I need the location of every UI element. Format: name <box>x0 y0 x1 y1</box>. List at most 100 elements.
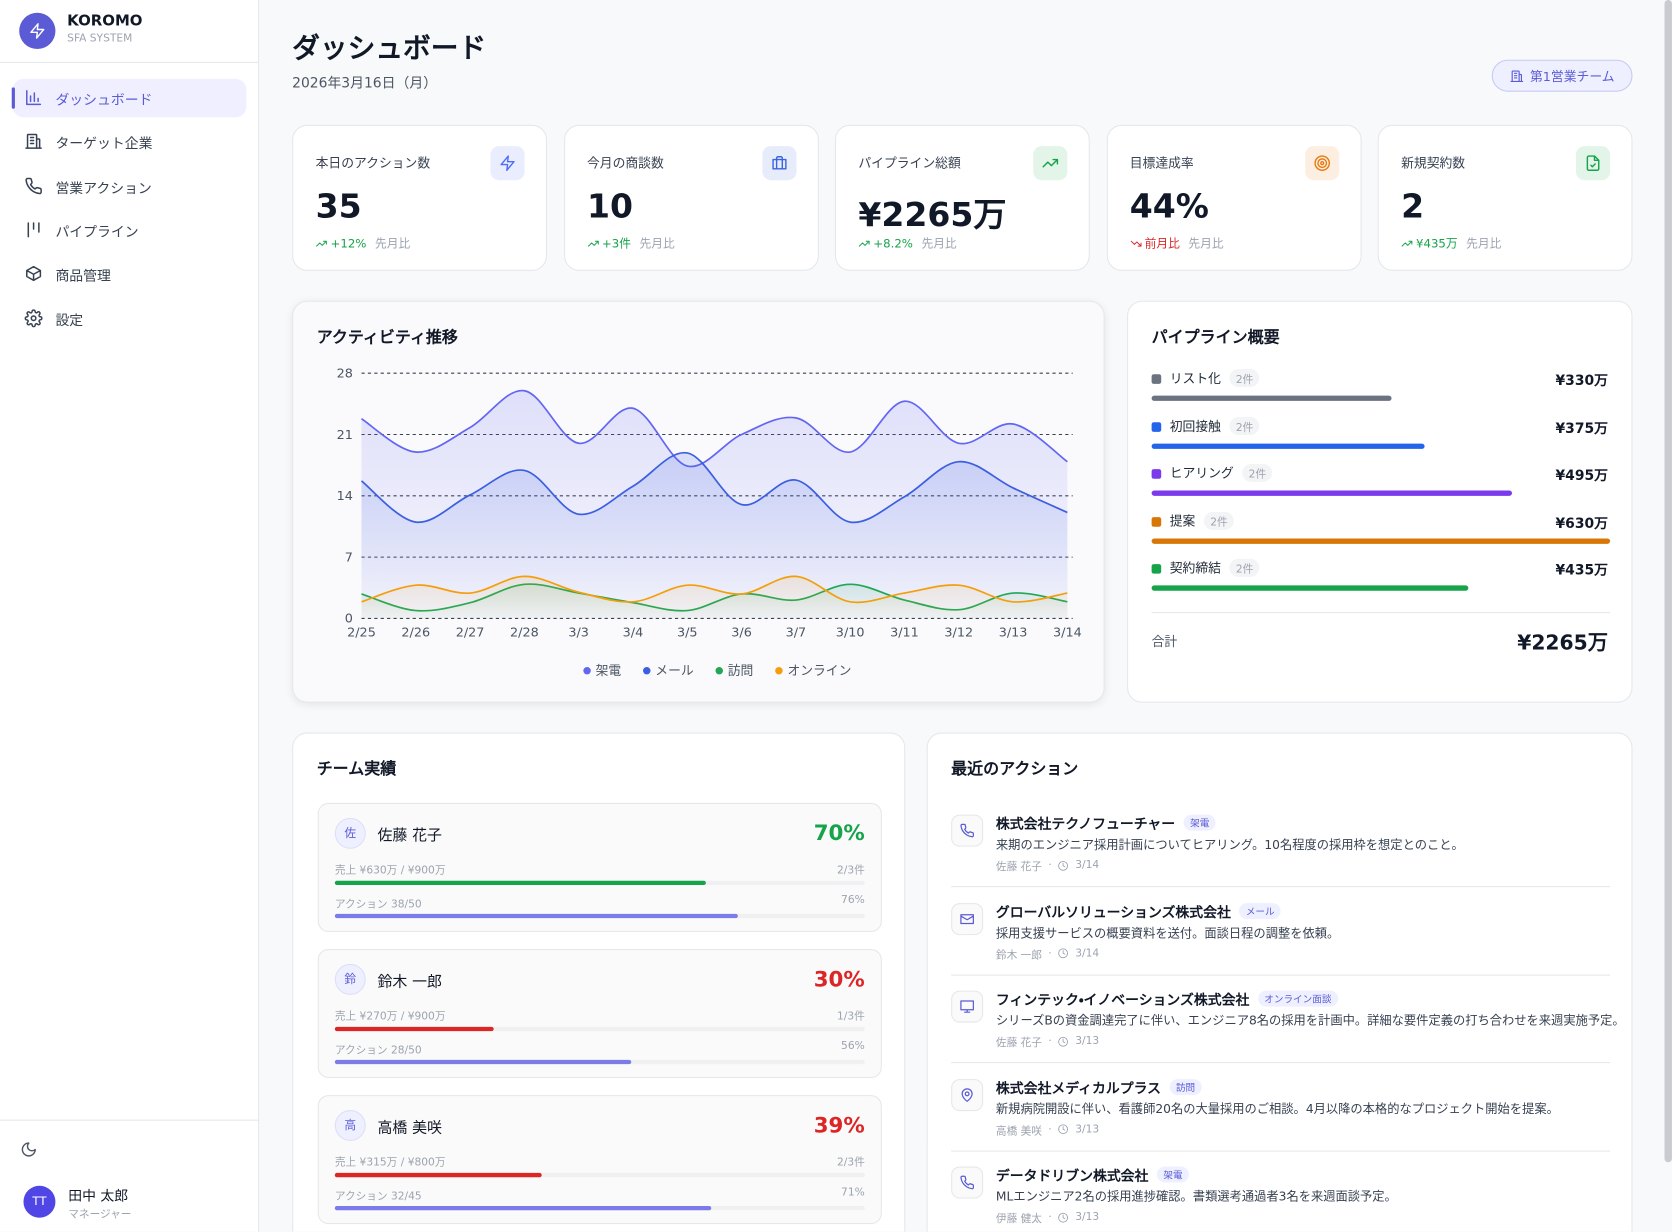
line <box>361 389 1068 468</box>
x-tick-label: 3/10 <box>836 626 865 641</box>
scrollbar[interactable] <box>1664 0 1672 1163</box>
nav-item[interactable]: ターゲット企業 <box>13 123 247 161</box>
icon-path <box>1510 69 1524 82</box>
stage-count: 2件 <box>1242 464 1273 483</box>
icon-path <box>1058 1212 1069 1223</box>
team-label: 第1営業チーム <box>1529 68 1615 84</box>
kpi-card: 本日のアクション数 35 +12% 先月比 <box>292 124 548 271</box>
nav-label: 商品管理 <box>55 268 111 285</box>
nav-item[interactable]: ダッシュボード <box>11 78 247 118</box>
kpi-value: 2 <box>1401 187 1425 227</box>
stage-count: 2件 <box>1229 416 1260 435</box>
chart-title: アクティビティ推移 <box>316 327 458 347</box>
action-icon <box>951 1166 984 1199</box>
kpi-label: 目標達成率 <box>1129 155 1194 171</box>
theme-toggle[interactable] <box>20 1141 39 1160</box>
action-bar <box>334 1059 632 1065</box>
icon-path <box>771 156 787 170</box>
nav-item[interactable]: 営業アクション <box>13 167 247 205</box>
action-company: 株式会社メディカルプラス <box>995 1080 1162 1097</box>
icon <box>1042 158 1059 168</box>
member-card: 佐佐藤 花子 70% 売上 ¥630万 / ¥900万 2/3件 アクション 38/50… <box>317 802 882 932</box>
pipeline-card: パイプライン概要 リスト化 2件 ¥330万 初回接触 2件 ¥375万 ヒアリング 2件 ¥4… <box>1127 300 1633 703</box>
icon-path <box>27 222 40 238</box>
sales-bar <box>334 1172 542 1178</box>
stage-count: 2件 <box>1229 559 1260 578</box>
member-actions: アクション 32/45 <box>334 1191 422 1203</box>
action-icon <box>951 814 984 847</box>
icon-path <box>858 240 870 247</box>
divider <box>0 61 260 63</box>
meta-sep: · <box>1048 859 1052 872</box>
action-text: MLエンジニア2名の採用進捗確認。書類選考通過者3名を来週面談予定。 <box>995 1188 1397 1204</box>
action-meta: 佐藤 花子 · 3/13 <box>996 1033 1099 1049</box>
kpi-change-row: ¥435万 先月比 <box>1401 235 1501 252</box>
kpi-value: 44% <box>1129 187 1209 227</box>
kpi-change-row: +12% 先月比 <box>316 235 411 252</box>
stage-row: リスト化 2件 <box>1170 368 1260 388</box>
icon <box>960 823 974 838</box>
icon-path <box>587 240 599 247</box>
stage-count: 2件 <box>1229 368 1260 388</box>
kpi-value: 10 <box>586 187 633 227</box>
stage-dot <box>1151 516 1162 527</box>
member-sales: 売上 ¥270万 / ¥900万 <box>334 1010 446 1023</box>
action-text: シリーズBの資金調達完了に伴い、エンジニア8名の採用を計画中。詳細な要件定義の打… <box>995 1012 1625 1028</box>
chart-card: アクティビティ推移 0 7 14 21 28 2/25 2/26 2/27 2/28 3/3 3/4… <box>292 300 1105 703</box>
kpi-label: 新規契約数 <box>1401 155 1466 171</box>
action-date: 3/13 <box>1075 1123 1100 1136</box>
x-tick-label: 2/26 <box>401 626 430 641</box>
action-person: 佐藤 花子 <box>995 1037 1042 1050</box>
kpi-change-row: 前月比 先月比 <box>1130 235 1224 252</box>
kpi-card: 今月の商談数 10 +3件 先月比 <box>563 124 819 271</box>
nav-label: 設定 <box>55 312 84 329</box>
action-head: グローバルソリューションズ株式会社 メール <box>996 900 1282 921</box>
nav-item[interactable]: 設定 <box>13 299 247 337</box>
stage-dot <box>1151 469 1162 479</box>
divider <box>951 974 1611 976</box>
member-avatar: 高 <box>334 1110 366 1141</box>
icon-path <box>960 913 974 924</box>
meta-sep: · <box>1048 947 1052 960</box>
member-actions: アクション 38/50 <box>334 898 422 911</box>
action-date: 3/13 <box>1075 1211 1100 1224</box>
kpi-icon <box>1033 146 1068 181</box>
member-rate: 70% <box>813 819 865 846</box>
kpi-icon <box>490 146 525 181</box>
icon-path <box>1058 860 1069 871</box>
action-meta: 伊藤 健太 · 3/13 <box>996 1209 1099 1225</box>
icon <box>960 1000 974 1013</box>
icon <box>1313 155 1330 171</box>
action-meta: 佐藤 花子 · 3/14 <box>996 857 1099 873</box>
member-deals: 1/3件 <box>836 1010 865 1023</box>
user-role: マネージャー <box>68 1209 132 1221</box>
icon-path <box>1130 240 1141 247</box>
icon-path <box>1058 948 1069 959</box>
x-tick-label: 3/13 <box>999 626 1028 641</box>
x-tick-label: 2/28 <box>510 626 539 641</box>
member-sales: 売上 ¥630万 / ¥900万 <box>334 864 446 877</box>
legend-label: 架電 <box>596 664 622 679</box>
total-label: 合計 <box>1151 634 1178 650</box>
stage-row: 契約締結 2件 <box>1170 559 1260 578</box>
icon-path <box>26 90 42 106</box>
nav-item[interactable]: 商品管理 <box>13 255 247 293</box>
stage-row: ヒアリング 2件 <box>1170 464 1273 483</box>
kpi-change: +12% <box>330 236 367 251</box>
icon <box>21 1142 36 1157</box>
nav-item[interactable]: パイプライン <box>13 211 247 249</box>
member-action-rate: 71% <box>841 1186 865 1199</box>
kpi-compare: 先月比 <box>374 236 411 251</box>
legend-item: オンライン <box>775 664 851 679</box>
nav-label: 営業アクション <box>55 180 152 197</box>
member-sales: 売上 ¥315万 / ¥800万 <box>334 1156 446 1169</box>
bar-track <box>334 1026 865 1032</box>
legend: 架電 メール 訪問 オンライン <box>583 663 851 679</box>
team-button[interactable]: 第1営業チーム <box>1491 59 1633 92</box>
stage-bar <box>1151 585 1469 592</box>
member-rate: 30% <box>813 966 865 992</box>
kpi-card: 目標達成率 44% 前月比 先月比 <box>1106 124 1362 271</box>
icon-path <box>24 308 43 327</box>
icon <box>25 177 42 194</box>
action-company: 株式会社テクノフューチャー <box>995 816 1176 833</box>
